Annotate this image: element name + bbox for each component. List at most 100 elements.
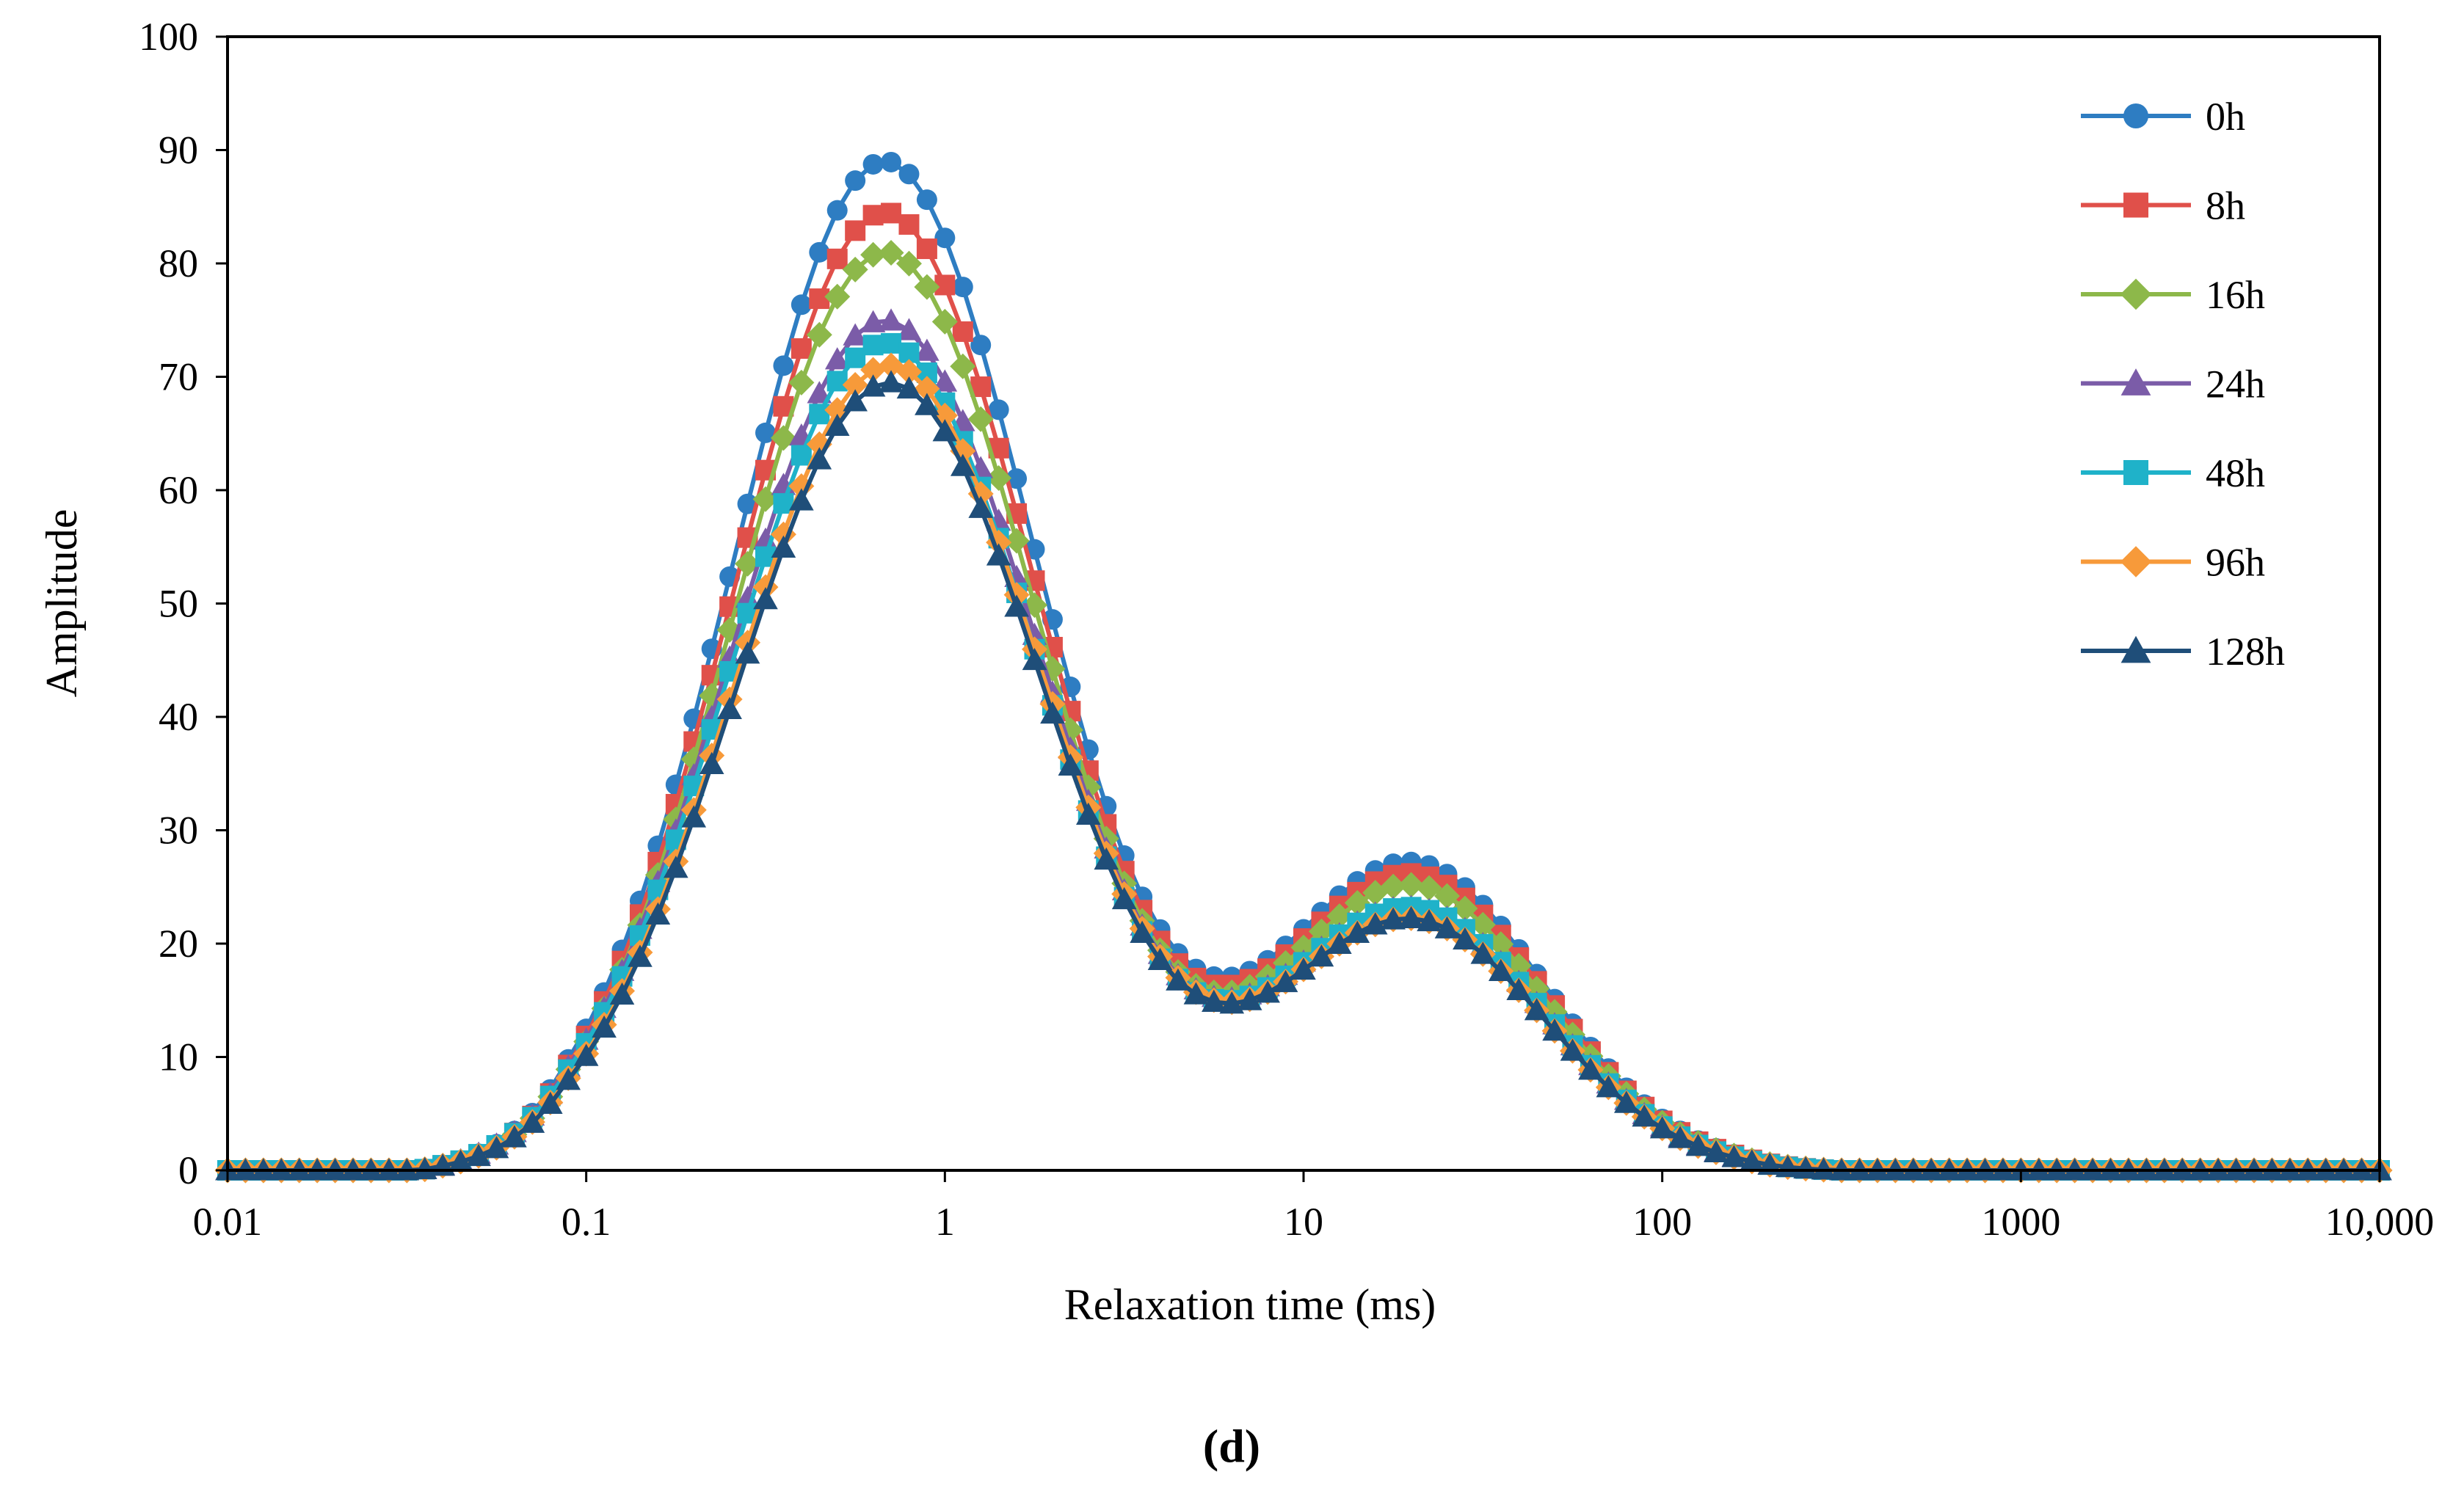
data-point-triangle [1022,647,1047,671]
x-axis-title: Relaxation time (ms) [1064,1280,1436,1329]
legend-item-16h: 16h [2081,273,2265,317]
data-point-circle [862,153,884,175]
data-point-triangle [789,488,814,511]
data-point-diamond [1326,903,1353,930]
data-point-square [809,288,830,310]
data-point-triangle [968,495,993,518]
data-point-diamond [2120,278,2152,310]
data-point-triangle [950,453,975,476]
data-point-triangle [771,535,796,558]
data-point-diamond [1398,872,1425,898]
data-point-triangle [1183,982,1209,1005]
legend-label: 128h [2206,630,2285,674]
data-point-diamond [895,250,922,277]
y-tick-label: 50 [159,582,198,626]
data-point-triangle [915,338,940,361]
y-tick-label: 70 [159,355,198,399]
data-point-triangle [879,308,904,331]
figure-caption: (d) [1203,1420,1260,1472]
data-point-triangle [1542,1018,1567,1041]
data-point-triangle [1721,1145,1747,1167]
x-tick-label: 100 [1632,1200,1692,1244]
data-point-square [791,445,812,466]
data-point-triangle [1488,958,1513,981]
data-point-square [826,248,848,269]
data-point-triangle [1111,886,1137,910]
data-point-circle [952,277,973,298]
data-point-square [898,214,920,235]
data-point-triangle [896,318,922,340]
y-tick-label: 40 [159,695,198,739]
data-point-triangle [1094,847,1119,870]
data-point-square [2123,192,2148,218]
data-point-triangle [1202,989,1226,1013]
data-point-triangle [1470,941,1496,964]
legend: 0h 8h 16h 24h 48h 96h 128h [2081,95,2285,674]
data-point-diamond [1380,873,1406,900]
data-point-diamond [842,371,868,398]
data-point-square [862,205,884,226]
data-point-diamond [914,274,940,300]
data-point-triangle [1237,988,1262,1010]
data-point-triangle [1327,931,1352,954]
y-tick-label: 90 [159,128,198,172]
data-point-diamond [986,465,1012,492]
legend-item-128h: 128h [2081,630,2285,674]
data-point-circle [970,335,992,356]
data-point-diamond [806,321,832,348]
data-point-triangle [1130,920,1155,943]
data-point-triangle [502,1125,527,1148]
data-point-square [881,203,902,224]
data-point-circle [916,189,937,211]
data-point-triangle [1632,1104,1657,1127]
legend-label: 0h [2206,95,2245,139]
data-point-triangle [466,1143,491,1167]
data-point-diamond [931,308,958,335]
data-point-triangle [1685,1134,1711,1156]
data-point-diamond [752,486,779,512]
data-point-triangle [628,944,653,967]
data-point-circle [1006,468,1028,489]
data-point-circle [773,355,794,376]
data-point-triangle [1291,957,1316,980]
data-point-triangle [1704,1140,1729,1162]
data-point-triangle [1398,905,1424,929]
data-point-diamond [967,406,994,432]
data-point-diamond [914,376,940,402]
data-point-triangle [556,1068,581,1090]
data-point-diamond [1344,889,1370,916]
data-point-circle [826,200,848,221]
data-point-square [952,321,973,342]
data-point-diamond [842,256,868,282]
data-point-triangle [1740,1149,1765,1172]
data-point-triangle [538,1091,563,1114]
data-point-square [934,274,956,296]
data-point-diamond [950,353,976,379]
data-point-triangle [1506,977,1531,1000]
data-point-circle [737,493,758,514]
data-point-square [862,335,884,356]
data-point-triangle [1560,1038,1585,1061]
data-point-triangle [1453,927,1478,949]
data-point-triangle [1255,980,1280,1003]
data-point-diamond [1469,911,1496,938]
data-point-diamond [895,359,922,385]
data-point-triangle [412,1156,437,1180]
data-point-triangle [573,1043,599,1066]
data-point-triangle [1166,968,1191,991]
data-point-diamond [967,481,994,507]
data-point-triangle [2120,368,2151,395]
data-point-triangle [735,586,760,608]
data-point-circle [791,294,812,316]
y-tick-label: 80 [159,241,198,285]
data-point-triangle [1219,991,1245,1014]
data-point-triangle [807,447,832,470]
data-point-triangle [824,347,850,370]
data-point-diamond [1003,528,1030,554]
data-point-square [845,347,866,368]
data-point-triangle [717,696,742,720]
data-point-circle [2123,103,2148,128]
data-point-circle [809,241,830,263]
data-point-triangle [645,902,671,925]
y-tick-label: 60 [159,468,198,512]
